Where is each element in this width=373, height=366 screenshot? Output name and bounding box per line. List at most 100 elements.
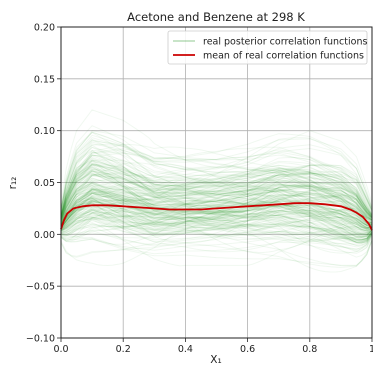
posterior-sample-curve xyxy=(60,192,373,231)
posterior-sample-curve xyxy=(60,187,373,235)
posterior-sample-curve xyxy=(60,184,373,226)
posterior-sample-curve xyxy=(60,163,373,218)
posterior-sample-curve xyxy=(60,202,373,254)
posterior-sample-curve xyxy=(60,139,373,211)
posterior-sample-curve xyxy=(60,190,373,238)
x-tick-label: 1 xyxy=(369,344,373,355)
posterior-sample-curve xyxy=(60,179,373,224)
posterior-sample-curve xyxy=(60,212,373,267)
posterior-sample-curve xyxy=(60,191,373,247)
posterior-sample-curve xyxy=(60,177,373,224)
posterior-sample-curve xyxy=(60,150,373,218)
legend-label-mean: mean of real correlation functions xyxy=(203,51,364,62)
posterior-sample-curve xyxy=(60,209,373,235)
posterior-sample-curve xyxy=(60,147,373,215)
posterior-sample-curve xyxy=(60,210,373,233)
posterior-sample-curve xyxy=(60,193,373,232)
posterior-sample-curve xyxy=(60,185,373,237)
posterior-sample-curve xyxy=(60,170,373,221)
posterior-sample-curve xyxy=(60,169,373,221)
axis-ticks: 0.0 0.2 0.4 0.6 0.8 1 −0.10 −0.05 0.00 0.05 0.10 0.… xyxy=(26,23,373,356)
posterior-sample-curve xyxy=(60,140,373,214)
posterior-sample-curve xyxy=(60,159,373,219)
posterior-sample-curve xyxy=(60,166,373,228)
posterior-sample-curve xyxy=(60,197,373,242)
posterior-sample-curve xyxy=(60,200,373,241)
posterior-sample-curve xyxy=(60,165,373,216)
posterior-sample-curve xyxy=(60,191,373,227)
posterior-sample-curve xyxy=(60,180,373,226)
posterior-sample-curve xyxy=(60,196,373,230)
grid xyxy=(60,26,373,339)
posterior-sample-curve xyxy=(60,234,373,251)
posterior-sample-curve xyxy=(60,204,373,232)
posterior-sample-curve xyxy=(60,200,373,243)
posterior-sample-curve xyxy=(60,203,373,240)
posterior-sample-curve xyxy=(60,177,373,231)
posterior-sample-curve xyxy=(60,160,373,218)
x-tick-label: 0.0 xyxy=(53,344,68,355)
y-tick-label: 0.10 xyxy=(34,126,55,137)
posterior-sample-curve xyxy=(60,207,373,237)
x-tick-label: 0.2 xyxy=(116,344,131,355)
posterior-sample-curve xyxy=(60,150,373,213)
y-tick-label: 0.05 xyxy=(34,178,55,189)
chart-title: Acetone and Benzene at 298 K xyxy=(127,10,305,24)
posterior-sample-curve xyxy=(60,182,373,220)
posterior-sample-curve xyxy=(60,162,373,225)
posterior-sample-curve xyxy=(60,209,373,254)
posterior-sample-curve xyxy=(60,131,373,211)
posterior-sample-curve xyxy=(60,236,373,266)
posterior-sample-curve xyxy=(60,213,373,241)
legend-label-samples: real posterior correlation functions xyxy=(203,37,367,48)
posterior-sample-curve xyxy=(60,195,373,229)
posterior-sample-curve xyxy=(60,215,373,245)
posterior-sample-curve xyxy=(60,187,373,225)
posterior-sample-curve xyxy=(60,209,373,233)
posterior-sample-curve xyxy=(60,210,373,243)
posterior-sample-curve xyxy=(60,175,373,222)
posterior-sample-curve xyxy=(60,176,373,227)
posterior-sample-curve xyxy=(60,180,373,220)
posterior-sample-curve xyxy=(60,216,373,240)
posterior-sample-curve xyxy=(60,109,373,204)
posterior-sample-curve xyxy=(60,220,373,236)
posterior-sample-curve xyxy=(60,189,373,228)
y-tick-label: 0.00 xyxy=(34,230,55,241)
posterior-sample-curve xyxy=(60,197,373,230)
posterior-sample-curve xyxy=(60,202,373,231)
y-axis-label: r₁₂ xyxy=(7,177,19,190)
posterior-sample-curve xyxy=(60,187,373,244)
posterior-sample-curve xyxy=(60,131,373,209)
posterior-sample-curve xyxy=(60,168,373,222)
posterior-sample-curve xyxy=(60,130,373,213)
posterior-sample-curve xyxy=(60,125,373,208)
posterior-sample-curve xyxy=(60,182,373,227)
posterior-sample-curve xyxy=(60,143,373,217)
posterior-sample-curve xyxy=(60,181,373,222)
posterior-sample-curve xyxy=(60,170,373,225)
posterior-sample-curve xyxy=(60,191,373,242)
posterior-sample-curve xyxy=(60,168,373,221)
posterior-sample-curve xyxy=(60,188,373,229)
x-tick-label: 0.6 xyxy=(240,344,255,355)
posterior-sample-curve xyxy=(60,171,373,226)
posterior-sample-curve xyxy=(60,208,373,251)
posterior-sample-curve xyxy=(60,199,373,227)
posterior-sample-curve xyxy=(60,174,373,232)
posterior-sample-curve xyxy=(60,186,373,237)
posterior-sample-curve xyxy=(60,173,373,224)
posterior-sample-curve xyxy=(60,215,373,250)
posterior-sample-curve xyxy=(60,209,373,239)
posterior-sample-curve xyxy=(60,199,373,232)
posterior-sample-curve xyxy=(60,188,373,226)
legend-box xyxy=(167,30,368,65)
posterior-sample-curve xyxy=(60,162,373,218)
posterior-sample-curve xyxy=(60,163,373,217)
posterior-sample-curve xyxy=(60,184,373,234)
posterior-sample-curve xyxy=(60,188,373,226)
posterior-sample-curve xyxy=(60,177,373,228)
posterior-sample-curve xyxy=(60,137,373,213)
posterior-sample-curve xyxy=(60,154,373,218)
posterior-sample-curve xyxy=(60,193,373,235)
